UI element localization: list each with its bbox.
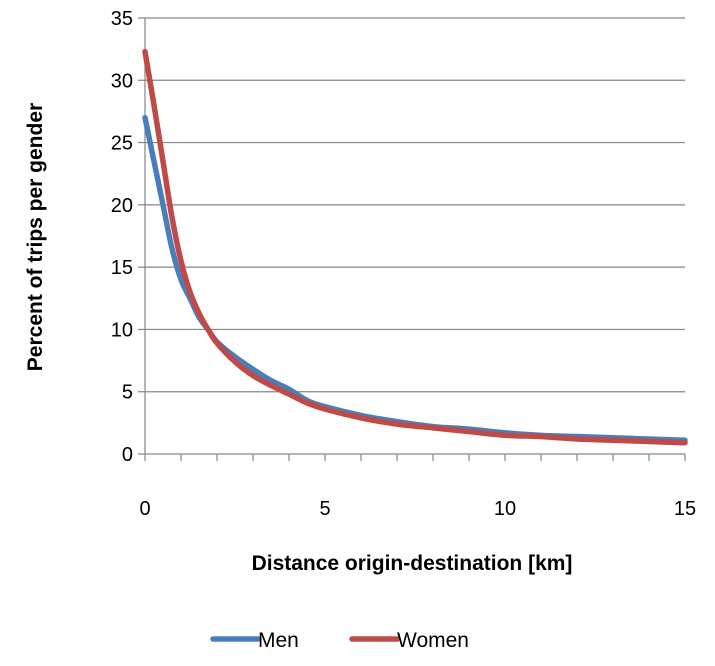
legend-item-women: Women: [349, 629, 469, 652]
y-axis-title: Percent of trips per gender: [24, 103, 47, 371]
legend: Men Women: [210, 629, 469, 652]
legend-item-men: Men: [210, 629, 299, 652]
axes: [138, 17, 686, 461]
gridlines: [145, 17, 685, 393]
y-tick-label: 30: [111, 70, 133, 92]
tick-labels: 0 5 10 15 20 25 30 35 0 5 10 15: [111, 8, 696, 520]
series-lines: [142, 48, 688, 446]
x-axis-title: Distance origin-destination [km]: [252, 552, 573, 575]
y-tick-label: 0: [122, 444, 133, 466]
x-tick-label: 15: [674, 498, 696, 520]
y-tick-label: 5: [122, 382, 133, 404]
y-tick-label: 35: [111, 8, 133, 30]
series-line-women: [142, 48, 688, 446]
x-tick-label: 10: [494, 498, 516, 520]
y-tick-label: 10: [111, 319, 133, 341]
y-tick-label: 15: [111, 257, 133, 279]
x-tick-label: 0: [139, 498, 150, 520]
y-tick-label: 20: [111, 195, 133, 217]
x-tick-label: 5: [319, 498, 330, 520]
legend-label: Women: [397, 629, 469, 652]
legend-label: Men: [258, 629, 299, 652]
y-tick-label: 25: [111, 133, 133, 155]
